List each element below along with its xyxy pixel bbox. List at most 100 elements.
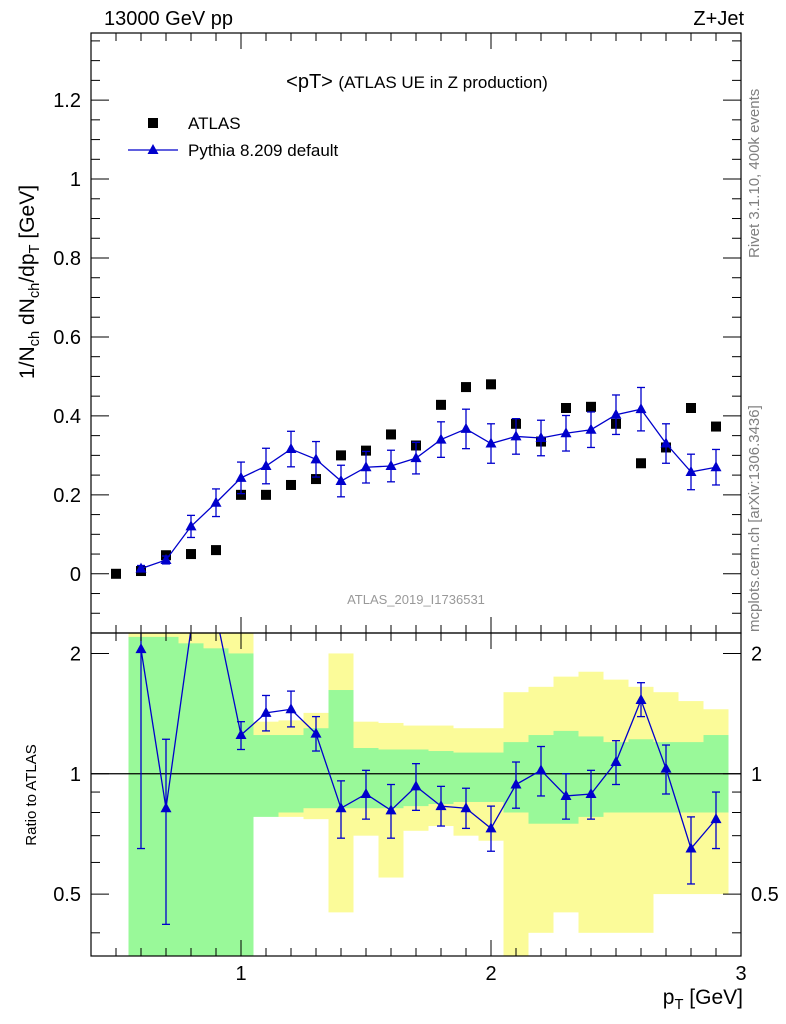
inner-band-bin	[178, 643, 204, 956]
outer-band-bin	[503, 692, 529, 956]
pythia-point	[360, 461, 372, 472]
ratio-point	[285, 703, 297, 714]
legend-atlas-label: ATLAS	[188, 114, 241, 133]
ratio-y-tick-label-right: 1	[751, 764, 762, 786]
y-tick-label: 0.4	[53, 406, 81, 428]
ratio-point	[310, 727, 322, 738]
inner-band-bin	[678, 742, 704, 813]
mcplots-label: mcplots.cern.ch [arXiv:1306.3436]	[746, 405, 763, 632]
y-tick-label: 0.2	[53, 485, 81, 507]
atlas-data-point	[286, 479, 296, 490]
pythia-point	[235, 471, 247, 482]
ratio-point	[435, 800, 447, 811]
pythia-point	[585, 423, 597, 434]
atlas-data-point	[586, 401, 596, 412]
main-panel	[91, 33, 741, 633]
x-tick-label: 1	[235, 963, 246, 985]
y-tick-label: 1.2	[53, 90, 81, 112]
ratio-point	[660, 762, 672, 773]
pythia-point	[710, 461, 722, 472]
ratio-series	[135, 633, 722, 926]
atlas-data-point	[436, 399, 446, 410]
y-tick-label: 0	[70, 564, 81, 586]
ratio-point	[360, 787, 372, 798]
inner-band-bin	[478, 752, 504, 802]
pythia-point	[660, 437, 672, 448]
pythia-point	[635, 403, 647, 414]
header-left: 13000 GeV pp	[104, 8, 233, 30]
analysis-watermark: ATLAS_2019_I1736531	[347, 592, 485, 607]
pythia-point	[685, 465, 697, 476]
ratio-point	[710, 813, 722, 824]
y-tick-label: 1	[70, 169, 81, 191]
atlas-data-point	[461, 382, 471, 393]
ratio-y-tick-label: 2	[70, 643, 81, 665]
pythia-point	[335, 475, 347, 486]
ratio-point	[385, 804, 397, 815]
chart-text: 0 0.2 0.4 0.6 0.8 1 1.2 0.5 0.5 1 1 2 2 1 2 3 <pT> (ATLA…	[16, 71, 779, 1013]
pythia-point	[435, 433, 447, 444]
ratio-y-tick-label-right: 0.5	[751, 884, 779, 906]
ratio-point	[235, 729, 247, 740]
pythia-point	[185, 520, 197, 531]
pythia-point	[135, 562, 147, 573]
ratio-point	[135, 643, 147, 654]
atlas-data-point	[236, 489, 246, 500]
y-tick-label: 0.8	[53, 248, 81, 270]
y-tick-label: 0.6	[53, 327, 81, 349]
ratio-point	[585, 787, 597, 798]
chart-marks	[91, 379, 741, 926]
ratio-line	[140, 633, 717, 850]
ratio-point	[260, 706, 272, 717]
pythia-line	[140, 408, 717, 570]
pythia-point	[535, 432, 547, 442]
atlas-data-point	[686, 403, 696, 413]
pythia-point	[560, 427, 572, 438]
ratio-y-tick-label-right: 2	[751, 643, 762, 665]
ratio-point	[535, 764, 547, 775]
inner-band-bin	[203, 648, 229, 956]
pythia-point	[260, 460, 272, 471]
ratio-point	[560, 789, 572, 800]
ratio-point	[635, 693, 647, 704]
ratio-point	[510, 778, 522, 789]
main-y-axis-label: 1/Nch dNch/dpT [GeV]	[16, 185, 43, 379]
legend-pythia-marker	[147, 144, 159, 154]
axis-ticks	[90, 33, 742, 956]
ratio-point	[685, 842, 697, 853]
ratio-point	[460, 802, 472, 813]
atlas-data-point	[636, 458, 646, 469]
pythia-point	[210, 496, 222, 507]
pythia-point	[410, 452, 422, 463]
legend-pythia-label: Pythia 8.209 default	[188, 141, 339, 160]
ratio-point	[335, 802, 347, 813]
header-right: Z+Jet	[693, 8, 744, 30]
ratio-y-tick-label: 0.5	[53, 884, 81, 906]
atlas-data-point	[211, 545, 221, 556]
atlas-data-point	[361, 445, 371, 456]
atlas-data-point	[561, 403, 571, 413]
pythia-point	[485, 437, 497, 448]
pythia-point	[385, 460, 397, 471]
pythia-point	[310, 453, 322, 464]
main-plot-area	[91, 33, 741, 633]
atlas-data-point	[311, 474, 321, 485]
atlas-data-point	[261, 489, 271, 500]
pythia-point	[285, 443, 297, 454]
pythia-point	[160, 553, 172, 564]
atlas-data-point	[711, 421, 721, 432]
ratio-y-tick-label: 1	[70, 764, 81, 786]
ratio-point	[485, 822, 497, 833]
x-tick-label: 3	[735, 963, 746, 985]
x-tick-label: 2	[485, 963, 496, 985]
inner-band-bin	[228, 653, 254, 956]
ratio-point	[610, 756, 622, 767]
rivet-version-label: Rivet 3.1.10, 400k events	[746, 88, 763, 258]
inner-band-bin	[253, 735, 279, 817]
atlas-data-point	[111, 568, 121, 579]
plot-title: <pT> (ATLAS UE in Z production)	[286, 71, 548, 93]
atlas-data-point	[336, 450, 346, 461]
ratio-y-axis-label: Ratio to ATLAS	[23, 744, 40, 845]
atlas-data-point	[386, 429, 396, 440]
